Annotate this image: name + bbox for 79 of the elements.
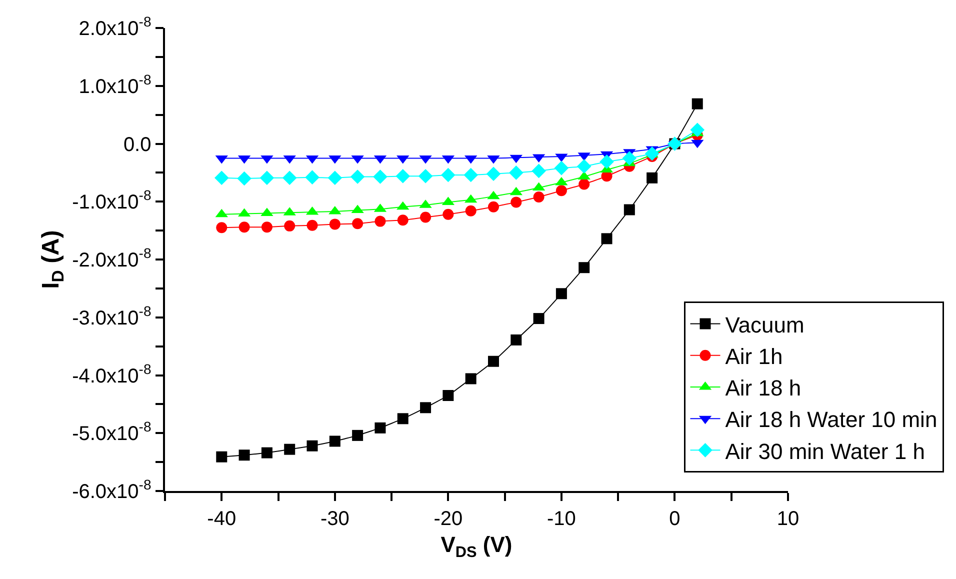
legend-label: Air 18 h Water 10 min xyxy=(725,407,938,432)
point xyxy=(284,444,296,455)
point xyxy=(464,168,478,182)
x-axis-title: V$_{DS}$ (V) xyxy=(440,532,512,561)
y-tick-label: -6.0x10$^{-8}$ xyxy=(72,476,152,503)
y-tick-label: 0.0 xyxy=(123,134,152,156)
point xyxy=(237,171,252,186)
point xyxy=(622,151,637,166)
point xyxy=(533,313,544,324)
point xyxy=(420,402,432,414)
point xyxy=(441,168,456,182)
point xyxy=(328,170,342,186)
point xyxy=(646,172,658,184)
point xyxy=(442,390,454,402)
point xyxy=(261,222,272,233)
point xyxy=(238,222,250,233)
point xyxy=(216,451,228,462)
point xyxy=(216,222,228,234)
point xyxy=(373,170,388,184)
legend-label: Air 30 min Water 1 h xyxy=(725,438,925,464)
x-tick-label: -40 xyxy=(207,508,236,530)
point xyxy=(442,208,454,220)
point xyxy=(329,436,340,447)
point xyxy=(556,288,567,300)
point xyxy=(486,166,501,181)
point xyxy=(420,212,432,223)
point xyxy=(352,430,364,441)
y-tick-label: 1.0x10$^{-8}$ xyxy=(78,71,152,98)
point xyxy=(418,169,433,184)
legend-label: Air 1h xyxy=(725,344,783,369)
point xyxy=(488,356,499,367)
legend-label: Vacuum xyxy=(725,312,804,338)
y-tick-label: -4.0x10$^{-8}$ xyxy=(72,360,152,388)
y-tick-label: -3.0x10$^{-8}$ xyxy=(72,302,152,330)
point xyxy=(600,154,614,169)
y-tick-label: -2.0x10$^{-8}$ xyxy=(72,245,152,272)
point xyxy=(554,160,569,176)
x-tick-label: 0 xyxy=(669,508,680,530)
x-tick-label: 10 xyxy=(776,508,800,530)
x-tick-label: -10 xyxy=(546,508,576,530)
point xyxy=(578,262,590,274)
point xyxy=(578,178,590,190)
point xyxy=(374,216,386,227)
point xyxy=(465,373,476,384)
y-tick-label: -5.0x10$^{-8}$ xyxy=(72,418,152,446)
point xyxy=(352,218,364,230)
point xyxy=(624,204,635,216)
point xyxy=(690,122,705,138)
point xyxy=(306,440,318,452)
point xyxy=(397,214,408,226)
point xyxy=(576,159,592,174)
y-tick-label: -1.0x10$^{-8}$ xyxy=(72,187,152,214)
point xyxy=(396,169,410,184)
point xyxy=(282,170,297,186)
point xyxy=(261,447,272,458)
point xyxy=(556,185,567,196)
point xyxy=(260,170,274,186)
y-tick-label: 2.0x10$^{-8}$ xyxy=(78,14,152,40)
point xyxy=(465,205,476,216)
point xyxy=(397,413,408,424)
point xyxy=(238,450,250,461)
legend-label: Air 18 h xyxy=(725,376,802,401)
point xyxy=(306,220,318,231)
point xyxy=(510,196,522,208)
point xyxy=(601,233,612,244)
x-tick-label: -30 xyxy=(320,508,350,530)
point xyxy=(692,98,703,110)
point xyxy=(532,164,546,178)
point xyxy=(510,334,522,346)
point xyxy=(374,422,386,434)
point xyxy=(350,170,365,184)
point xyxy=(305,170,320,184)
point xyxy=(214,170,229,186)
point xyxy=(509,166,524,180)
point xyxy=(329,218,340,230)
point xyxy=(533,192,544,202)
point xyxy=(488,201,499,212)
x-tick-label: -20 xyxy=(434,508,463,530)
point xyxy=(284,220,296,232)
